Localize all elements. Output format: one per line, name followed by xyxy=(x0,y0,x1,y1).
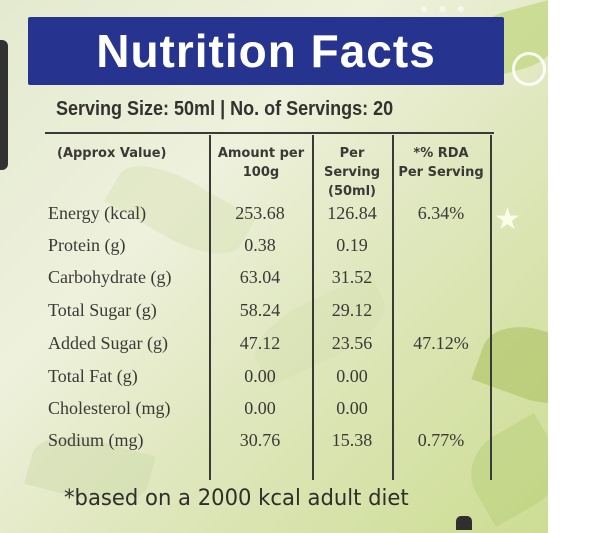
nutrient-name: Total Fat (g) xyxy=(48,366,138,386)
header-line: *% RDA xyxy=(413,146,469,161)
amount-per-serving: 126.84 xyxy=(327,203,377,223)
header-approx-value: (Approx Value) xyxy=(57,146,167,161)
ring-decoration xyxy=(512,52,546,86)
table-row: Sodium (mg) 30.76 15.38 0.77% xyxy=(0,425,548,457)
amount-per-serving: 0.00 xyxy=(336,398,368,418)
amount-per-100g: 0.00 xyxy=(244,366,276,386)
header-rda: *% RDA Per Serving xyxy=(394,144,488,182)
label-photo: ● ● ● ★ Nutrition Facts Serving Size: 50… xyxy=(0,0,548,533)
header-line: Per Serving xyxy=(323,146,381,180)
amount-per-100g: 253.68 xyxy=(235,203,285,223)
header-divider xyxy=(45,132,494,134)
column-divider xyxy=(209,135,211,480)
nutrient-name: Sodium (mg) xyxy=(48,430,144,450)
nutrient-name: Total Sugar (g) xyxy=(48,300,157,320)
nutrient-name: Carbohydrate (g) xyxy=(48,267,172,287)
header-line: (50ml) xyxy=(328,184,376,199)
amount-per-100g: 63.04 xyxy=(239,267,281,287)
nutrient-name: Energy (kcal) xyxy=(48,203,147,223)
amount-per-100g: 58.24 xyxy=(239,300,281,320)
package-edge xyxy=(0,40,8,170)
rda-footnote: *based on a 2000 kcal adult diet xyxy=(64,486,409,511)
star-icon: ★ xyxy=(494,203,521,236)
header-amount-per-100g: Amount per 100g xyxy=(212,144,310,182)
amount-per-100g: 0.38 xyxy=(244,235,276,255)
table-row: Energy (kcal) 253.68 126.84 6.34% xyxy=(0,198,548,230)
column-divider xyxy=(490,135,492,480)
table-row: Carbohydrate (g) 63.04 31.52 xyxy=(0,262,548,294)
nutrient-name: Cholesterol (mg) xyxy=(48,398,171,418)
amount-per-serving: 0.19 xyxy=(336,235,368,255)
table-row: Total Fat (g) 0.00 0.00 xyxy=(0,361,548,393)
table-row: Total Sugar (g) 58.24 29.12 xyxy=(0,295,548,327)
page-title: Nutrition Facts xyxy=(96,25,436,77)
table-row: Cholesterol (mg) 0.00 0.00 xyxy=(0,393,548,425)
amount-per-100g: 30.76 xyxy=(239,430,281,450)
header-per-serving: Per Serving (50ml) xyxy=(313,144,391,201)
package-corner-mark xyxy=(456,516,472,530)
nutrient-name: Protein (g) xyxy=(48,235,126,255)
rda-percent: 0.77% xyxy=(417,430,465,450)
table-row: Added Sugar (g) 47.12 23.56 47.12% xyxy=(0,328,548,360)
title-banner: Nutrition Facts xyxy=(28,17,504,85)
header-line: Amount per xyxy=(217,146,305,161)
rda-percent: 6.34% xyxy=(417,203,465,223)
column-divider xyxy=(312,135,314,480)
amount-per-serving: 0.00 xyxy=(336,366,368,386)
header-line: Per Serving xyxy=(398,165,484,180)
amount-per-serving: 23.56 xyxy=(331,333,373,353)
amount-per-100g: 0.00 xyxy=(244,398,276,418)
nutrient-name: Added Sugar (g) xyxy=(48,333,168,353)
amount-per-serving: 29.12 xyxy=(331,300,373,320)
table-row: Protein (g) 0.38 0.19 xyxy=(0,230,548,262)
serving-info: Serving Size: 50ml | No. of Servings: 20 xyxy=(56,98,394,120)
amount-per-100g: 47.12 xyxy=(239,333,281,353)
header-line: 100g xyxy=(242,165,280,180)
dots-decoration: ● ● ● xyxy=(420,0,469,16)
amount-per-serving: 31.52 xyxy=(331,267,373,287)
column-divider xyxy=(392,135,394,480)
rda-percent: 47.12% xyxy=(413,333,469,353)
amount-per-serving: 15.38 xyxy=(331,430,373,450)
